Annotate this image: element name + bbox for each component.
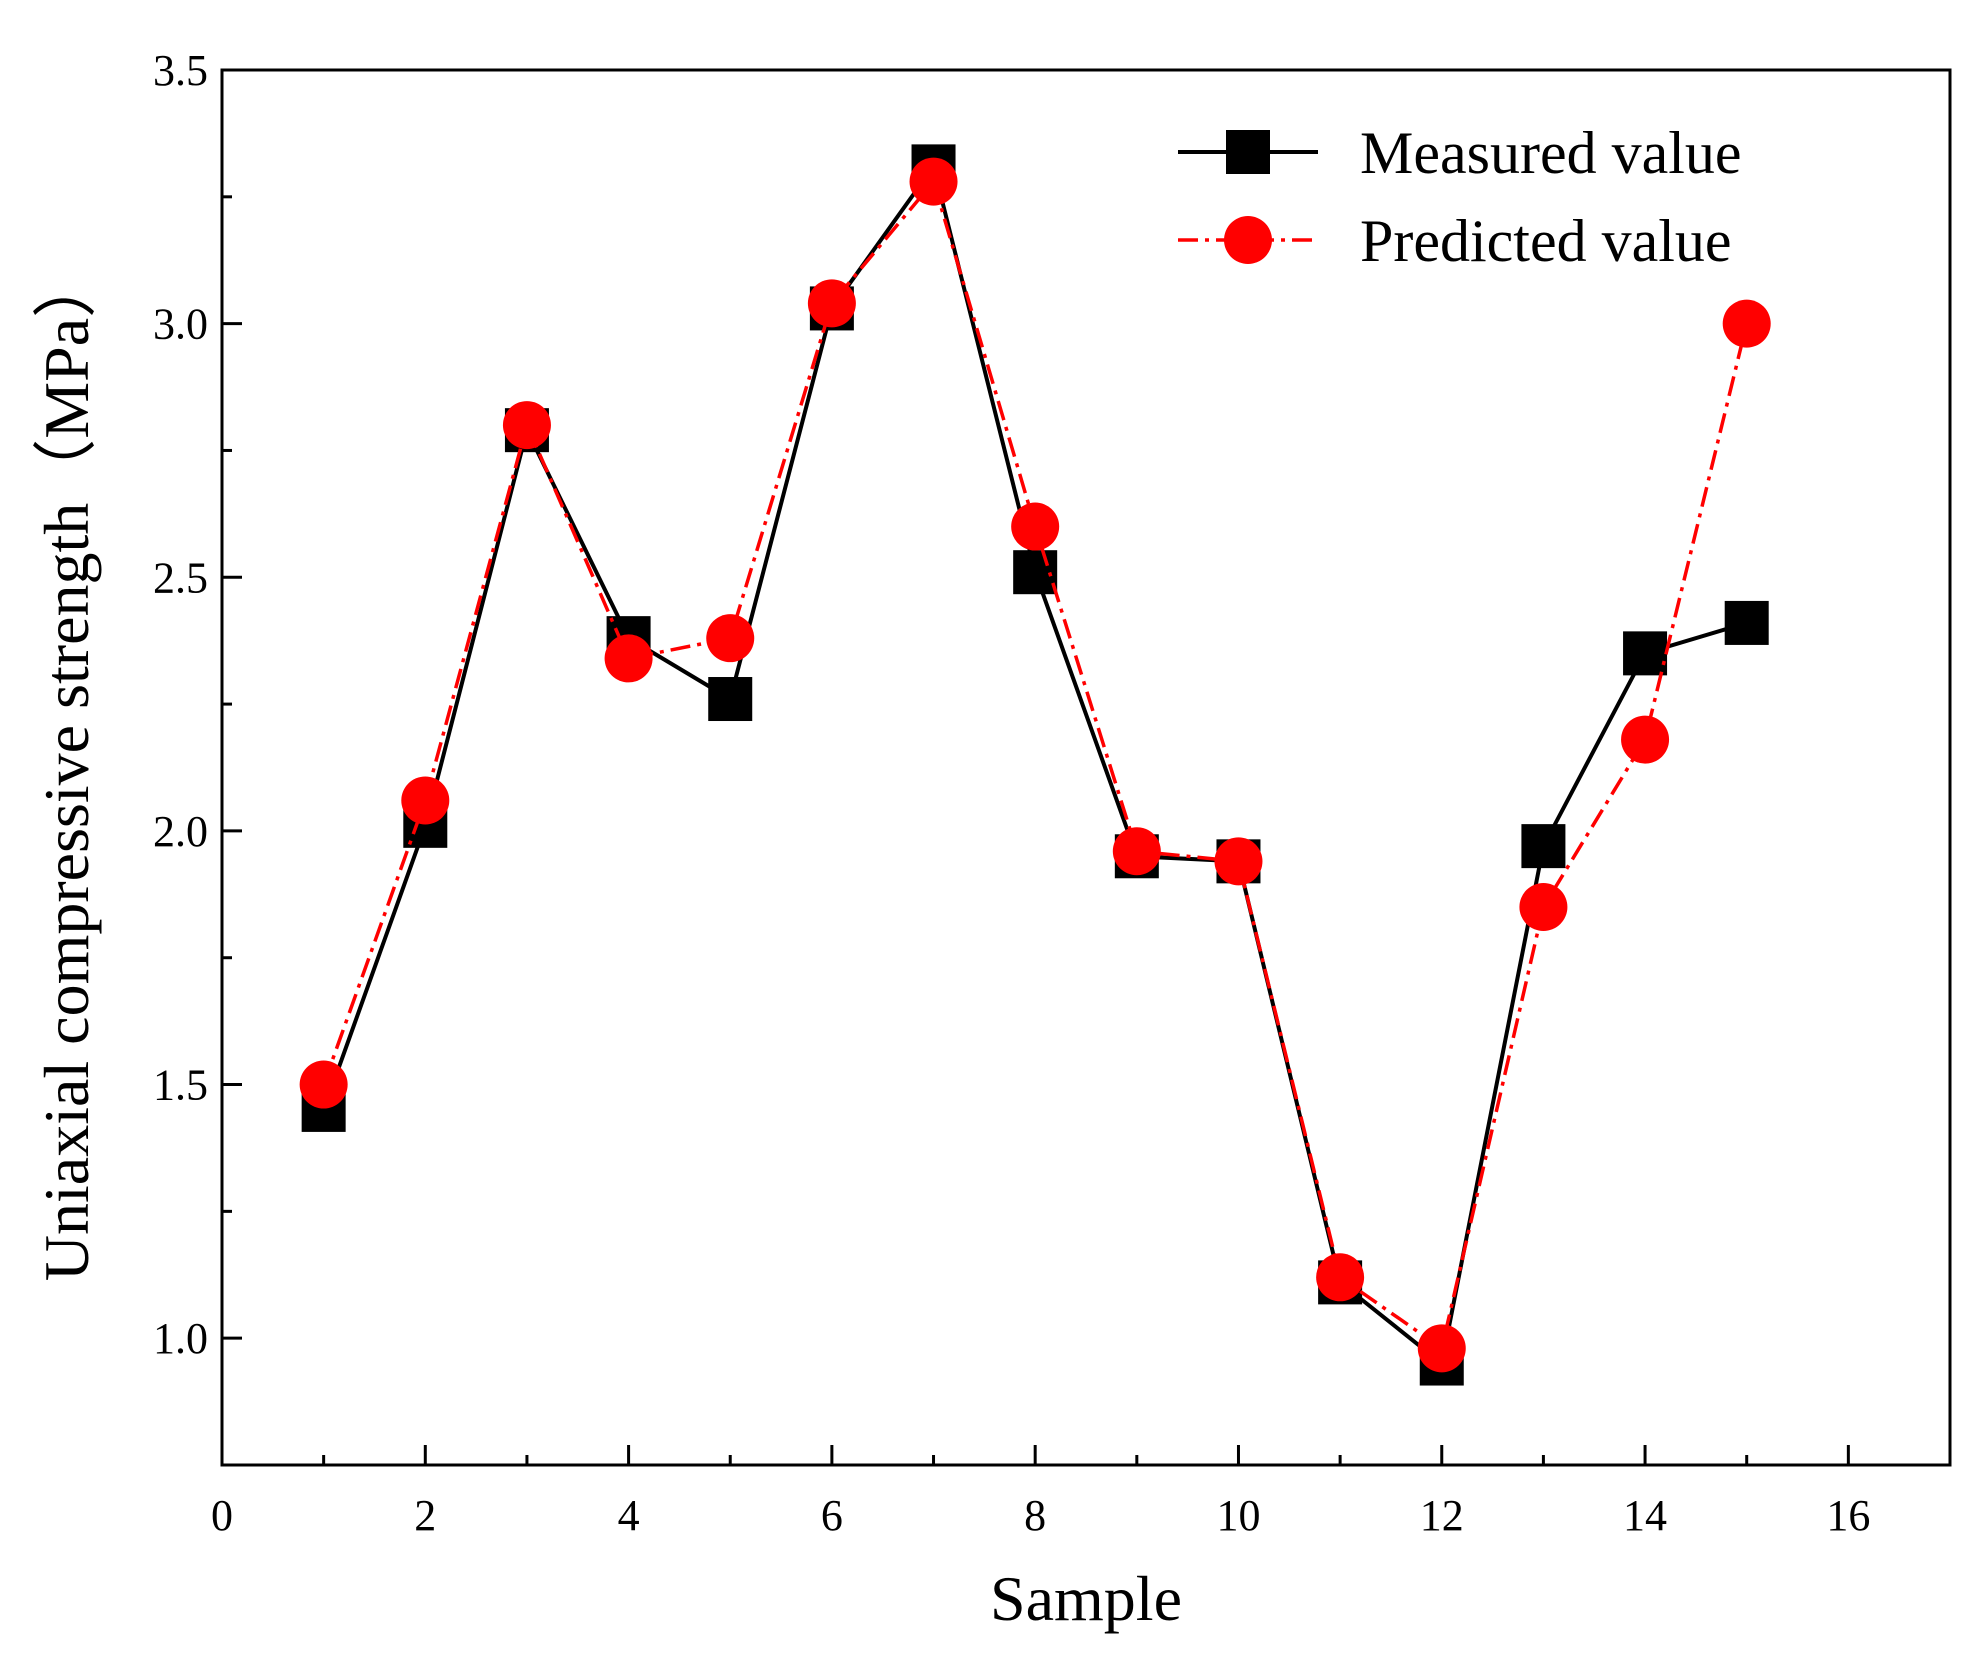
legend-measured-label: Measured value [1360,120,1742,186]
data-point-circle [1316,1253,1365,1302]
y-tick-label: 1.0 [153,1314,208,1363]
x-tick-label: 12 [1420,1491,1464,1540]
y-tick-label: 2.0 [153,807,208,856]
data-point-square [1013,550,1058,595]
y-tick-label: 3.0 [153,300,208,349]
y-axis-title: Uniaxial compressive strength（MPa） [31,254,102,1281]
data-point-circle [1417,1324,1466,1373]
data-point-square [1521,824,1566,869]
plot-frame [220,68,1952,1467]
legend: Measured value Predicted value [1178,120,1742,274]
data-point-circle [1011,502,1060,551]
x-tick-label: 0 [211,1491,233,1540]
data-point-circle [909,157,958,206]
x-tick-label: 2 [414,1491,436,1540]
data-point-circle [1722,299,1771,348]
y-tick-label: 1.5 [153,1061,208,1110]
series-group [299,144,1771,1386]
data-point-square [708,677,753,722]
y-tick-label: 2.5 [153,553,208,602]
x-tick-label: 10 [1216,1491,1260,1540]
y-tick-label: 3.5 [153,46,208,95]
data-point-square [1623,631,1668,676]
data-point-circle [1621,715,1670,764]
data-point-circle [604,634,653,683]
x-tick-label: 4 [618,1491,640,1540]
axes: 0 2 4 6 8 10 12 14 16 1.0 1.5 2.0 2.5 3.0 3.5 [153,46,1952,1540]
data-point-circle [401,776,450,825]
data-point-circle [706,614,755,663]
data-point-circle [1519,883,1568,931]
data-point-square [1724,600,1769,645]
x-tick-label: 14 [1623,1491,1667,1540]
data-point-circle [807,279,856,328]
legend-measured-square-marker [1226,130,1270,174]
legend-predicted-circle-marker [1224,216,1272,264]
x-tick-label: 8 [1024,1491,1046,1540]
x-tick-label: 16 [1826,1491,1870,1540]
x-tick-label: 6 [821,1491,843,1540]
data-point-circle [1112,827,1161,876]
legend-predicted-label: Predicted value [1360,208,1732,274]
data-point-circle [502,401,551,450]
series-predicted [299,157,1771,1373]
data-point-circle [299,1060,348,1109]
data-point-circle [1214,837,1263,886]
x-axis-title: Sample [990,1563,1182,1634]
